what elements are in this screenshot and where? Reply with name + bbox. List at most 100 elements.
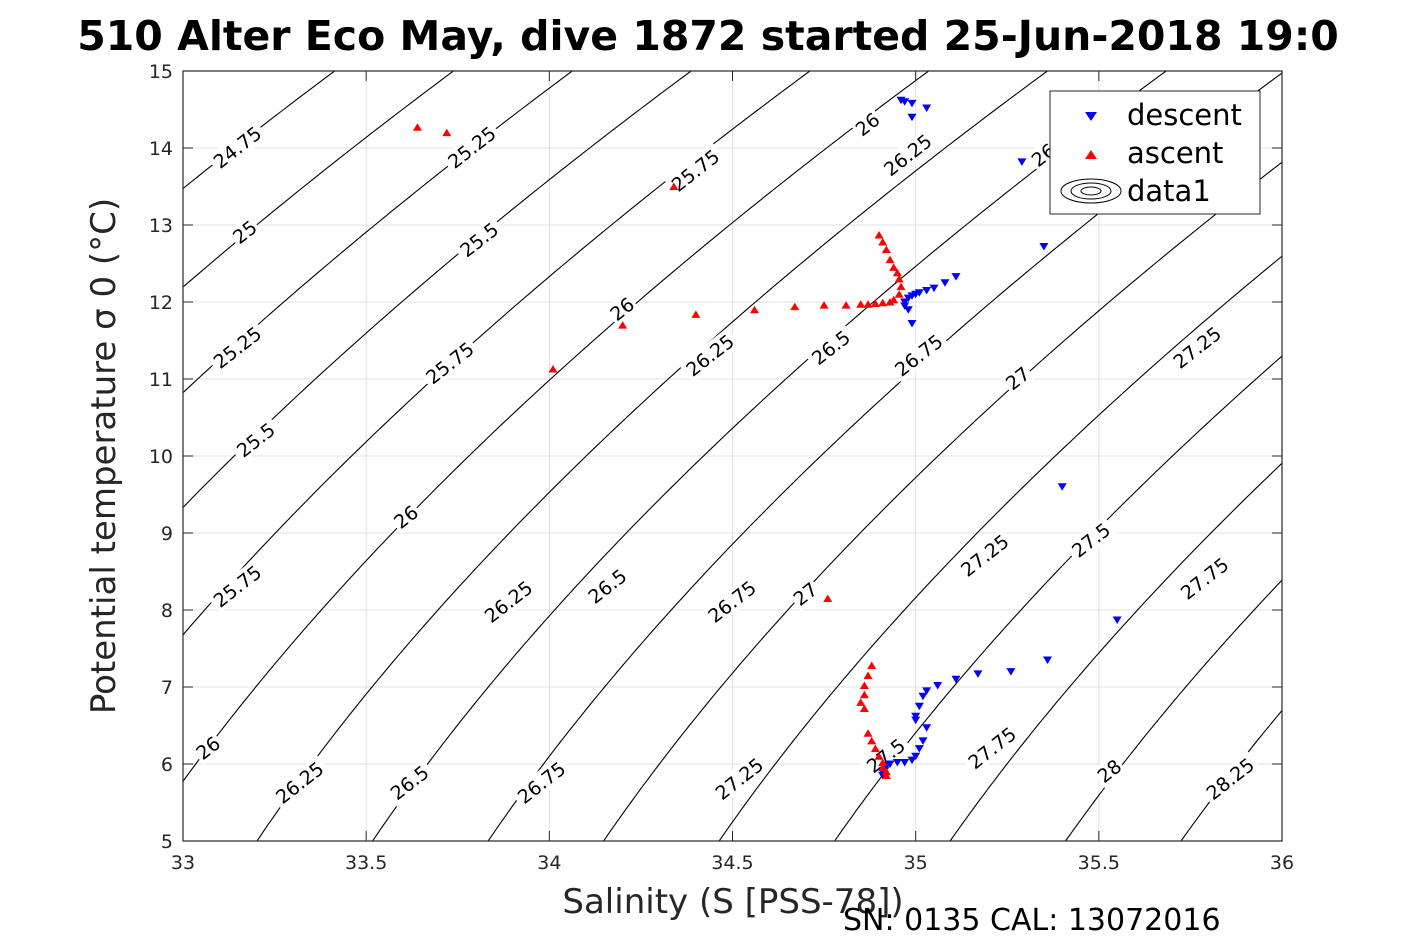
contour-label-bg (953, 527, 1016, 583)
ascent-point (881, 245, 891, 254)
descent-point (922, 104, 932, 112)
ascent-point (442, 128, 452, 137)
y-axis-label: Potential temperature σ 0 (°C) (84, 198, 124, 714)
contour-label-bg (804, 323, 858, 372)
ascent-point (823, 594, 833, 602)
ascent-point (618, 321, 628, 329)
descent-point (900, 98, 910, 106)
descent-point (892, 758, 902, 767)
descent-point (907, 320, 917, 328)
descent-point (907, 113, 917, 122)
descent-point (922, 687, 932, 695)
y-tick-label: 8 (161, 600, 173, 622)
contour-label-bg (1173, 550, 1236, 606)
sigma0-contour-25.25 (183, 71, 574, 394)
data-points (412, 96, 1122, 780)
x-tick-label: 33.5 (345, 852, 387, 874)
y-tick-label: 13 (149, 215, 173, 237)
x-tick-label: 35 (904, 852, 928, 874)
descent-point (900, 758, 910, 767)
ascent-point (885, 298, 895, 306)
y-tick-label: 5 (161, 831, 173, 853)
ascent-point (859, 690, 869, 699)
sigma0-contour-25.5 (183, 71, 693, 509)
ascent-point (856, 300, 866, 308)
ascent-point (870, 744, 880, 753)
contour-label-bg (887, 327, 950, 383)
ascent-point (881, 771, 891, 780)
y-tick-label: 14 (149, 138, 173, 160)
y-tick-label: 15 (149, 61, 173, 83)
sigma0-contour-26 (183, 71, 930, 783)
contour-label-bg (787, 576, 823, 612)
descent-point (1057, 483, 1067, 491)
x-tick-label: 36 (1270, 852, 1294, 874)
ascent-point (749, 305, 759, 314)
y-tick-label: 6 (161, 754, 173, 776)
descent-point (903, 294, 913, 303)
ascent-point (691, 310, 701, 318)
y-tick-label: 9 (161, 523, 173, 545)
descent-point (922, 286, 932, 295)
descent-point (914, 702, 924, 711)
ascent-point (859, 704, 869, 713)
axis-ticks: 33 33.5 34 34.5 35 35.5 36 5 6 7 8 9 10 11 12 13 14 15 (149, 61, 1294, 874)
sigma0-contour-27.5 (833, 355, 1282, 841)
contour-label-bg (1199, 751, 1261, 807)
contour-label-bg (452, 215, 506, 264)
contour-label-bg (999, 360, 1036, 396)
contour-label-bg (206, 119, 269, 175)
contour-label-bg (1166, 319, 1228, 375)
descent-point (1017, 158, 1027, 166)
ascent-point (874, 231, 884, 239)
legend-contour-icon (1060, 178, 1122, 204)
ascent-point (892, 268, 902, 277)
contour-label-bg (849, 106, 886, 142)
contour-label-bg (1064, 515, 1118, 564)
descent-point (933, 681, 943, 690)
x-tick-label: 33 (171, 852, 195, 874)
legend-box (1049, 90, 1261, 215)
legend-data1-label: data1 (1127, 174, 1211, 208)
descent-point (1043, 656, 1053, 665)
descent-point (900, 298, 910, 306)
descent-point (911, 716, 921, 725)
descent-point (911, 752, 921, 761)
contour-label-bg (510, 755, 573, 810)
descent-point (951, 675, 961, 684)
ascent-point (863, 300, 873, 308)
contour-label-bg (664, 142, 727, 198)
x-tick-label: 34.5 (711, 852, 753, 874)
ascent-point (856, 698, 866, 706)
sigma0-contour-28.25 (1180, 709, 1282, 841)
contour-label-bg (226, 214, 263, 250)
ascent-point (859, 681, 869, 689)
descent-point (940, 279, 950, 287)
contour-label-bg (859, 731, 913, 780)
ascent-point (841, 301, 851, 309)
contour-label-bg (440, 119, 503, 175)
descent-point (903, 306, 913, 314)
descent-point (951, 273, 961, 281)
ascent-point (819, 301, 829, 309)
descent-point (922, 724, 932, 732)
contour-label-bg (229, 415, 283, 464)
x-tick-label: 35.5 (1078, 852, 1120, 874)
sigma0-contour-27.25 (718, 255, 1282, 841)
ascent-point (894, 290, 904, 298)
descent-point (918, 737, 928, 745)
sigma0-contour-28 (1064, 579, 1282, 841)
ascent-point (863, 671, 873, 679)
ascent-point (878, 237, 888, 246)
descent-point (1006, 668, 1016, 676)
contour-label-bg (604, 291, 640, 327)
ascent-point (881, 767, 891, 776)
ascent-point (870, 299, 880, 308)
sigma0-contour-25 (183, 71, 455, 288)
sigma0-contour-27.75 (949, 462, 1282, 841)
contour-label-bg (708, 751, 770, 807)
contour-label-bg (383, 758, 436, 807)
y-tick-label: 10 (149, 446, 173, 468)
ascent-point (885, 255, 895, 264)
